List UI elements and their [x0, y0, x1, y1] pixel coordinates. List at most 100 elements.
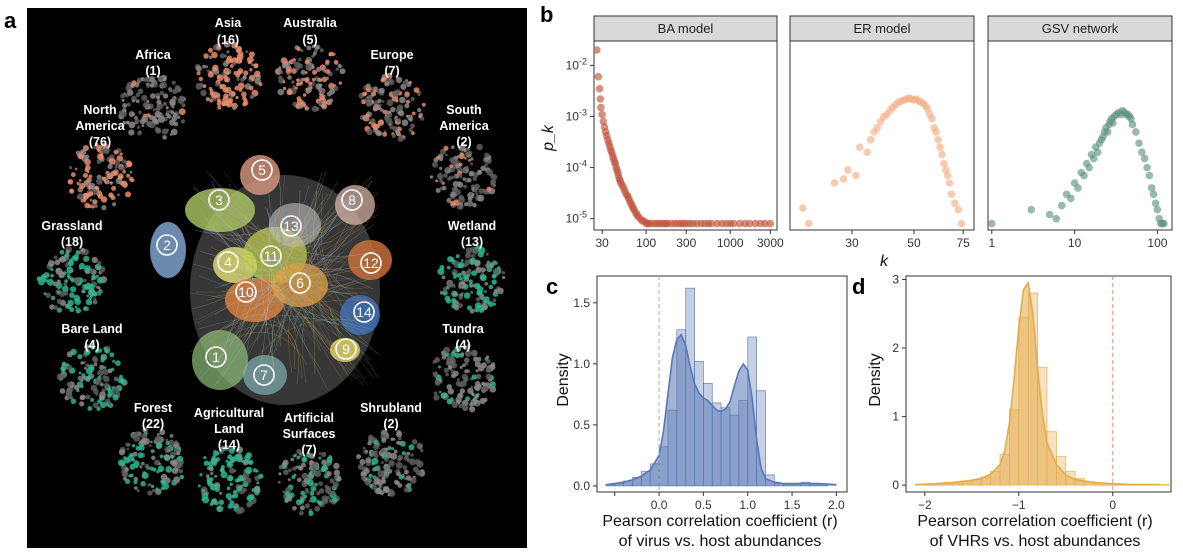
disc-node — [383, 463, 391, 471]
subnetwork-disc — [275, 44, 346, 112]
facet-gsv-network: GSV network 1 10 100 — [987, 15, 1173, 250]
disc-node — [154, 110, 162, 118]
disc-node — [154, 126, 159, 131]
disc-node — [319, 64, 326, 71]
data-point — [1045, 210, 1054, 219]
disc-node — [296, 455, 301, 460]
disc-node — [201, 488, 205, 493]
network-edge — [216, 275, 282, 385]
network-edge — [257, 211, 277, 281]
data-point — [766, 219, 775, 228]
label-artificial-line2: Surfaces — [283, 427, 336, 441]
disc-node — [84, 265, 91, 272]
density-area — [605, 334, 837, 486]
count-australia: (5) — [302, 33, 317, 47]
disc-node — [74, 167, 78, 171]
disc-node — [73, 384, 80, 391]
disc-node — [314, 505, 321, 512]
y-tick-label: 1 — [892, 410, 899, 424]
disc-node — [439, 265, 445, 270]
disc-node — [54, 259, 61, 266]
disc-node — [149, 466, 155, 471]
disc-node — [93, 145, 97, 149]
disc-node — [150, 449, 155, 454]
disc-node — [148, 121, 156, 129]
disc-node — [415, 469, 422, 476]
disc-node — [404, 103, 410, 109]
network-edge — [261, 201, 324, 327]
disc-node — [292, 506, 297, 511]
x-tick-label: 300 — [676, 236, 696, 250]
disc-node — [417, 93, 421, 97]
disc-node — [253, 486, 261, 493]
network-edge — [205, 170, 253, 213]
network-edge — [237, 223, 376, 361]
disc-node — [229, 500, 235, 506]
disc-node — [318, 452, 322, 455]
disc-node — [459, 388, 466, 394]
disc-node — [432, 371, 436, 375]
disc-node — [301, 472, 309, 480]
subnetwork-disc — [56, 343, 128, 411]
disc-node — [439, 166, 443, 170]
network-edge — [329, 309, 352, 365]
panel-d-y-axis-label: Density — [867, 353, 884, 406]
network-edge — [235, 180, 373, 385]
disc-node — [288, 468, 292, 473]
disc-node — [77, 193, 84, 200]
network-edge — [213, 318, 303, 380]
disc-node — [329, 88, 335, 95]
cluster-blob — [225, 278, 285, 322]
disc-node — [103, 366, 107, 369]
network-edge — [246, 236, 284, 283]
data-point — [1052, 214, 1060, 223]
disc-node — [216, 74, 224, 82]
disc-node — [247, 461, 252, 465]
disc-node — [485, 252, 489, 256]
network-edge — [206, 223, 369, 301]
disc-node — [472, 176, 478, 181]
x-tick-label: 30 — [595, 236, 609, 250]
disc-node — [442, 287, 448, 292]
disc-node — [390, 452, 398, 460]
disc-node — [81, 376, 86, 380]
data-point — [736, 219, 744, 228]
disc-node — [366, 128, 373, 136]
disc-node — [201, 498, 205, 501]
disc-node — [170, 455, 175, 459]
disc-node — [117, 173, 124, 180]
disc-node — [155, 107, 161, 112]
network-edge — [193, 180, 282, 236]
disc-node — [118, 110, 125, 116]
network-edge — [264, 206, 362, 338]
disc-node — [134, 118, 140, 124]
disc-node — [197, 484, 201, 488]
disc-node — [384, 469, 388, 473]
disc-node — [383, 471, 390, 478]
disc-node — [90, 397, 95, 402]
disc-node — [79, 401, 85, 407]
network-edge — [259, 268, 379, 379]
disc-node — [473, 282, 481, 290]
disc-node — [84, 344, 90, 350]
disc-node — [404, 487, 409, 493]
disc-node — [398, 475, 404, 480]
disc-node — [484, 282, 489, 286]
network-edge — [280, 230, 344, 382]
disc-node — [420, 448, 424, 453]
disc-node — [304, 59, 310, 65]
disc-node — [160, 486, 165, 491]
data-point — [936, 143, 944, 151]
disc-node — [365, 83, 371, 89]
disc-node — [241, 91, 247, 98]
panel-b-y-axis-label: p_k — [540, 124, 557, 152]
data-point — [1143, 163, 1151, 172]
disc-node — [124, 467, 129, 472]
cluster-marker-ring — [208, 189, 230, 211]
network-edge — [320, 192, 371, 290]
disc-node — [155, 487, 159, 491]
disc-node — [473, 189, 478, 193]
disc-node — [229, 482, 233, 486]
disc-node — [119, 374, 123, 379]
